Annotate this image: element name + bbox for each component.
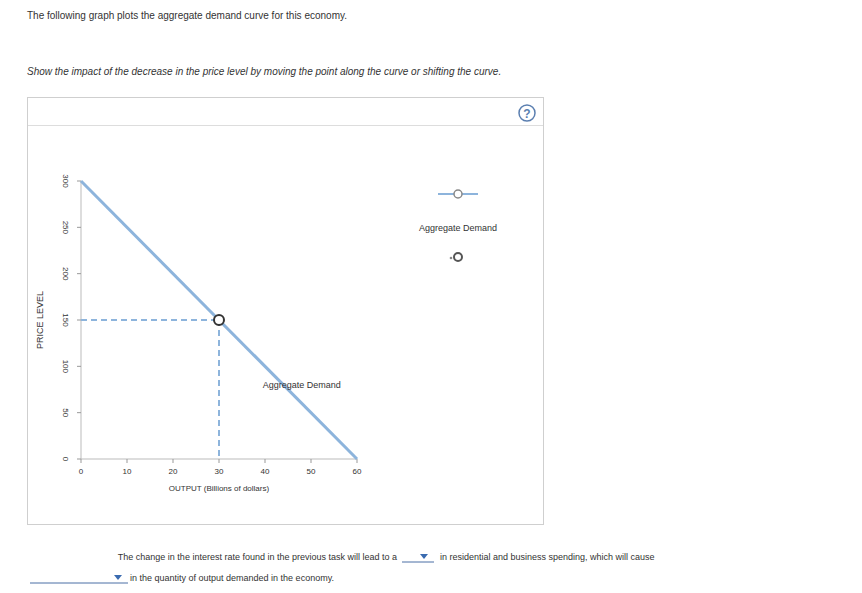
sentence-part: in residential and business spending, wh… [440,552,655,562]
guide-vertical [218,320,220,459]
panel [28,98,544,525]
legend-point-tool[interactable] [454,253,462,261]
y-axis-label: PRICE LEVEL [35,291,45,349]
y-tick-label: 100 [61,360,70,374]
y-tick-label: 300 [61,174,70,188]
page: The following graph plots the aggregate … [0,0,862,593]
y-tick [77,273,81,274]
legend-marker[interactable] [454,190,462,198]
x-axis-label: OUTPUT (Billions of dollars) [169,484,270,493]
help-icon[interactable] [519,105,535,121]
panel-divider [28,125,543,126]
y-tick-label: 50 [61,408,70,417]
x-tick [219,459,220,463]
x-tick [357,459,358,463]
x-tick-label: 0 [79,467,84,476]
marked-point[interactable] [214,315,224,325]
x-tick [81,459,82,463]
y-tick [77,320,81,321]
x-tick-label: 40 [261,467,270,476]
intro: The following graph plots the aggregate … [27,10,347,21]
x-tick-label: 20 [169,467,178,476]
sentence-part: The change in the interest rate found in… [118,552,397,562]
help-icon-text[interactable]: ? [523,107,530,121]
y-tick [77,227,81,228]
ad-curve [81,181,357,459]
x-tick [265,459,266,463]
y-tick [77,366,81,367]
y-tick-label: 200 [61,267,70,281]
y-tick-label: 250 [61,221,70,235]
y-tick [77,181,81,182]
y-tick-label: 0 [61,457,70,462]
x-tick-label: 50 [307,467,316,476]
dropdown-arrow[interactable] [420,554,428,559]
instruction: Show the impact of the decrease in the p… [27,66,501,77]
y-tick [77,459,81,460]
x-tick [173,459,174,463]
legend-label: Aggregate Demand [419,223,497,233]
guide-horizontal [81,319,219,321]
sentence-part: in the quantity of output demanded in th… [130,573,334,583]
x-tick-label: 60 [353,467,362,476]
x-tick-label: 30 [215,467,224,476]
legend-point-dot[interactable] [450,257,453,260]
curve-label: Aggregate Demand [263,380,341,390]
x-tick [127,459,128,463]
y-tick-label: 150 [61,313,70,327]
dropdown-line[interactable] [30,583,128,584]
dropdown-arrow[interactable] [114,575,122,580]
x-tick [311,459,312,463]
dropdown-line[interactable] [402,562,434,563]
y-tick [77,412,81,413]
plot-area [81,181,357,459]
x-tick-label: 10 [123,467,132,476]
